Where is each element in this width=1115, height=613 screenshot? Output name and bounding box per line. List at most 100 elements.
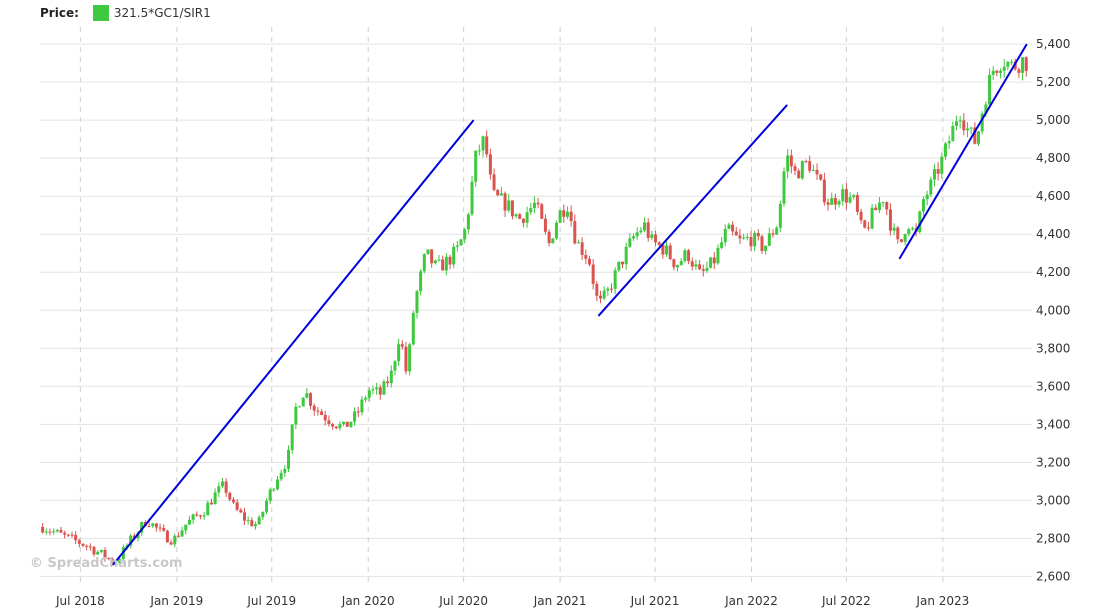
candle-body bbox=[52, 531, 56, 533]
candle-body bbox=[977, 131, 981, 144]
y-tick-label: 3,800 bbox=[1036, 341, 1070, 355]
candle-body bbox=[951, 126, 955, 142]
candle-body bbox=[74, 535, 78, 541]
candle-body bbox=[1006, 61, 1010, 67]
candle-body bbox=[811, 170, 815, 172]
candle-body bbox=[866, 227, 870, 229]
candle-body bbox=[246, 520, 250, 522]
candle-body bbox=[665, 245, 669, 255]
candle-body bbox=[367, 390, 371, 398]
candle-body bbox=[154, 523, 158, 528]
candle-body bbox=[712, 257, 716, 264]
candle-body bbox=[169, 542, 173, 545]
candle-body bbox=[742, 237, 746, 239]
candle-body bbox=[250, 520, 254, 527]
candle-body bbox=[63, 532, 67, 535]
candle-body bbox=[819, 174, 823, 180]
candle-body bbox=[448, 256, 452, 265]
candle-body bbox=[268, 489, 272, 501]
candle-body bbox=[980, 113, 984, 132]
candle-body bbox=[301, 397, 305, 407]
candle-body bbox=[749, 236, 753, 247]
candle-body bbox=[514, 214, 518, 217]
candle-body bbox=[110, 558, 114, 564]
candle-body bbox=[55, 529, 59, 532]
candle-body bbox=[554, 222, 558, 239]
candle-body bbox=[606, 288, 610, 291]
watermark: © SpreadCharts.com bbox=[30, 556, 183, 571]
candle-body bbox=[88, 546, 92, 548]
candle-body bbox=[375, 387, 379, 390]
candle-body bbox=[720, 242, 724, 248]
y-tick-label: 2,600 bbox=[1036, 569, 1070, 583]
candle-body bbox=[276, 479, 280, 490]
candle-body bbox=[929, 179, 933, 195]
candle-body bbox=[999, 70, 1003, 73]
candle-body bbox=[646, 222, 650, 238]
candle-body bbox=[228, 492, 232, 500]
candle-body bbox=[312, 405, 316, 411]
candle-body bbox=[353, 411, 357, 422]
candle-body bbox=[411, 312, 415, 345]
candle-body bbox=[547, 231, 551, 244]
candle-body bbox=[81, 543, 85, 546]
candle-body bbox=[632, 236, 636, 239]
candle-body bbox=[683, 250, 687, 262]
candle-body bbox=[841, 189, 845, 202]
candle-body bbox=[327, 420, 331, 425]
candle-body bbox=[877, 202, 881, 211]
candle-body bbox=[213, 492, 217, 505]
candle-body bbox=[782, 171, 786, 204]
candle-body bbox=[239, 509, 243, 513]
candle-body bbox=[826, 202, 830, 205]
candle-body bbox=[463, 229, 467, 240]
y-tick-label: 3,000 bbox=[1036, 493, 1070, 507]
candle-body bbox=[455, 245, 459, 247]
candle-body bbox=[140, 521, 144, 533]
candle-body bbox=[477, 150, 481, 152]
candle-body bbox=[371, 389, 375, 391]
candle-body bbox=[518, 214, 522, 219]
candle-body bbox=[503, 193, 507, 211]
candle-body bbox=[253, 524, 257, 527]
candle-body bbox=[305, 393, 309, 398]
y-tick-label: 3,200 bbox=[1036, 455, 1070, 469]
candle-body bbox=[283, 468, 287, 473]
candle-body bbox=[525, 212, 529, 223]
y-tick-label: 3,400 bbox=[1036, 417, 1070, 431]
candle-body bbox=[595, 283, 599, 296]
candle-body bbox=[195, 514, 199, 516]
candle-body bbox=[118, 558, 122, 564]
candle-body bbox=[789, 155, 793, 167]
legend-price-label: Price: bbox=[40, 6, 79, 20]
y-tick-label: 2,800 bbox=[1036, 531, 1070, 545]
candle-body bbox=[844, 189, 848, 203]
candle-body bbox=[536, 202, 540, 205]
candle-body bbox=[393, 361, 397, 371]
x-tick-label: Jan 2021 bbox=[533, 594, 587, 608]
candle-body bbox=[235, 502, 239, 510]
candle-body bbox=[92, 546, 96, 555]
candle-body bbox=[892, 227, 896, 231]
x-tick-label: Jan 2020 bbox=[341, 594, 395, 608]
candle-body bbox=[654, 234, 658, 243]
candle-body bbox=[786, 155, 790, 172]
candle-body bbox=[698, 264, 702, 270]
candle-body bbox=[59, 529, 63, 533]
candle-body bbox=[617, 261, 621, 271]
candle-body bbox=[587, 258, 591, 265]
candle-body bbox=[852, 195, 856, 198]
candle-body bbox=[797, 170, 801, 179]
candle-body bbox=[499, 193, 503, 196]
candle-body bbox=[408, 344, 412, 372]
candle-body bbox=[753, 233, 757, 247]
candle-body bbox=[165, 530, 169, 543]
candle-body bbox=[1017, 69, 1021, 73]
candle-body bbox=[290, 424, 294, 450]
x-tick-label: Jul 2021 bbox=[630, 594, 680, 608]
candle-body bbox=[474, 150, 478, 182]
candle-body bbox=[910, 228, 914, 230]
chart-legend: Price: 321.5*GC1/SIR1 bbox=[40, 4, 211, 22]
candle-body bbox=[162, 527, 166, 531]
